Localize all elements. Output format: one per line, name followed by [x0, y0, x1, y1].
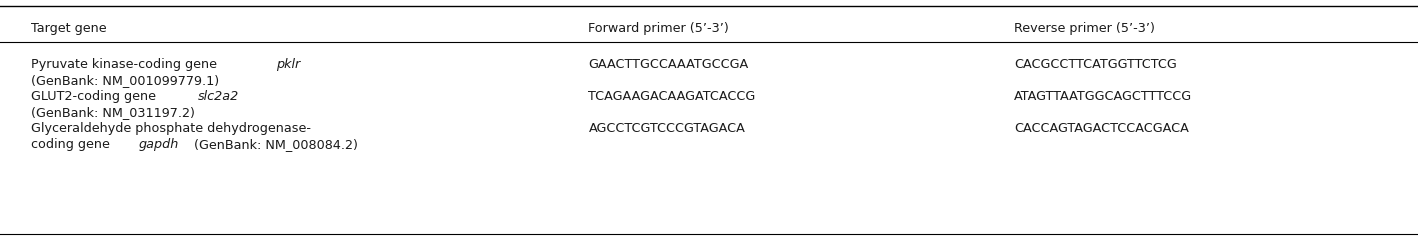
Text: slc2a2: slc2a2 [197, 90, 238, 103]
Text: ATAGTTAATGGCAGCTTTCCG: ATAGTTAATGGCAGCTTTCCG [1014, 90, 1193, 103]
Text: (GenBank: NM_008084.2): (GenBank: NM_008084.2) [190, 138, 359, 151]
Text: (GenBank: NM_031197.2): (GenBank: NM_031197.2) [31, 106, 196, 119]
Text: coding gene: coding gene [31, 138, 113, 151]
Text: TCAGAAGACAAGATCACCG: TCAGAAGACAAGATCACCG [588, 90, 756, 103]
Text: GAACTTGCCAAATGCCGA: GAACTTGCCAAATGCCGA [588, 58, 749, 71]
Text: Reverse primer (5’-3’): Reverse primer (5’-3’) [1014, 22, 1154, 35]
Text: Pyruvate kinase-coding gene: Pyruvate kinase-coding gene [31, 58, 221, 71]
Text: pklr: pklr [277, 58, 301, 71]
Text: Glyceraldehyde phosphate dehydrogenase-: Glyceraldehyde phosphate dehydrogenase- [31, 122, 311, 135]
Text: CACCAGTAGACTCCACGACA: CACCAGTAGACTCCACGACA [1014, 122, 1188, 135]
Text: Target gene: Target gene [31, 22, 106, 35]
Text: (GenBank: NM_001099779.1): (GenBank: NM_001099779.1) [31, 74, 220, 87]
Text: AGCCTCGTCCCGTAGACA: AGCCTCGTCCCGTAGACA [588, 122, 746, 135]
Text: GLUT2-coding gene: GLUT2-coding gene [31, 90, 160, 103]
Text: CACGCCTTCATGGTTCTCG: CACGCCTTCATGGTTCTCG [1014, 58, 1177, 71]
Text: gapdh: gapdh [138, 138, 179, 151]
Text: Forward primer (5’-3’): Forward primer (5’-3’) [588, 22, 729, 35]
